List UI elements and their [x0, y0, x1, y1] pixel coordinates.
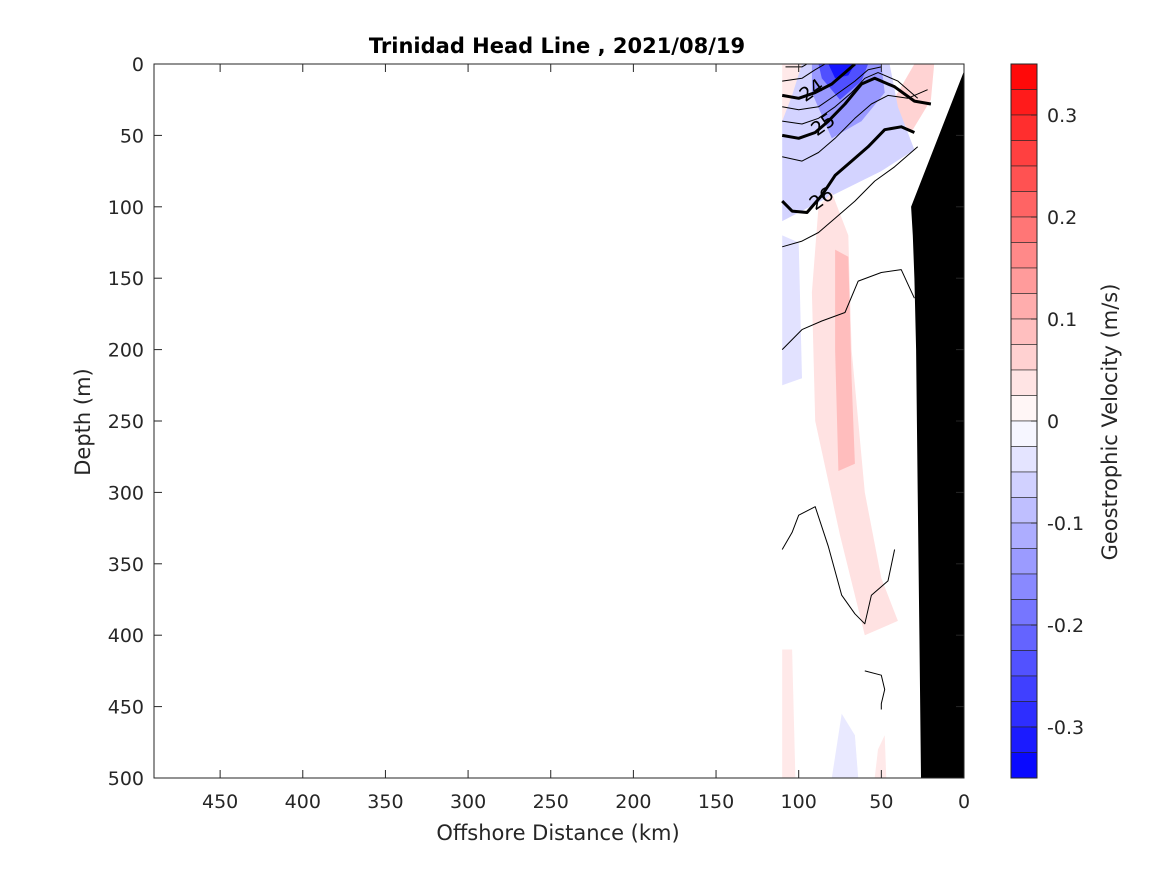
velocity-region	[835, 249, 855, 471]
velocity-region	[831, 713, 859, 778]
colorbar-tick-label: 0.1	[1047, 309, 1077, 331]
velocity-region	[828, 64, 855, 79]
velocity-region	[782, 235, 802, 386]
density-contour	[781, 64, 856, 100]
velocity-region	[782, 649, 796, 778]
y-tick-label: 200	[108, 340, 144, 362]
colorbar-step	[1010, 165, 1038, 192]
colorbar-step	[1010, 420, 1038, 447]
density-contour	[864, 670, 886, 710]
y-tick-label: 0	[132, 54, 144, 76]
x-tick-label: 100	[781, 791, 817, 813]
x-axis-title: Offshore Distance (km)	[436, 821, 679, 845]
colorbar-step	[1010, 752, 1038, 779]
density-contour	[785, 64, 808, 68]
colorbar-step	[1010, 114, 1038, 141]
x-tick-label: 50	[869, 791, 893, 813]
colorbar-step	[1010, 650, 1038, 677]
x-tick-label: 350	[367, 791, 403, 813]
y-tick-label: 350	[108, 554, 144, 576]
colorbar-step	[1010, 701, 1038, 728]
colorbar-step	[1010, 63, 1038, 90]
colorbar-tick-label: -0.3	[1047, 717, 1084, 739]
y-axis-title: Depth (m)	[71, 368, 95, 475]
density-contour	[782, 64, 826, 82]
colorbar-tick-label: -0.1	[1047, 513, 1084, 535]
velocity-region	[811, 192, 898, 636]
colorbar-title: Geostrophic Velocity (m/s)	[1098, 284, 1122, 561]
x-tick-label: 0	[958, 791, 970, 813]
y-tick-label: 450	[108, 697, 144, 719]
colorbar-step	[1010, 140, 1038, 167]
density-contour	[781, 506, 896, 625]
colorbar-step	[1010, 726, 1038, 753]
colorbar-step	[1010, 344, 1038, 371]
colorbar-step	[1010, 318, 1038, 345]
colorbar-tick-label: -0.2	[1047, 615, 1084, 637]
density-contour	[781, 125, 915, 214]
colorbar-tick-label: 0.2	[1047, 207, 1077, 229]
y-tick-label: 150	[108, 268, 144, 290]
x-tick-label: 150	[698, 791, 734, 813]
density-contour	[781, 269, 915, 350]
colorbar-step	[1010, 369, 1038, 396]
density-contour	[782, 146, 919, 248]
colorbar-step	[1010, 446, 1038, 473]
colorbar-step	[1010, 267, 1038, 294]
bathymetry-shelf	[911, 64, 964, 778]
colorbar-step	[1010, 624, 1038, 651]
density-contour	[782, 72, 919, 125]
density-contour	[782, 89, 928, 162]
colorbar-step	[1010, 675, 1038, 702]
x-tick-label: 250	[533, 791, 569, 813]
velocity-region	[818, 64, 869, 100]
colorbar-step	[1010, 497, 1038, 524]
density-contour	[781, 76, 932, 140]
y-tick-label: 500	[108, 768, 144, 790]
colorbar-step	[1010, 573, 1038, 600]
y-tick-label: 300	[108, 482, 144, 504]
colorbar-step	[1010, 522, 1038, 549]
colorbar-step	[1010, 471, 1038, 498]
colorbar-tick-label: 0.3	[1047, 105, 1077, 127]
colorbar-step	[1010, 216, 1038, 243]
colorbar-tick-label: 0	[1047, 411, 1059, 433]
x-tick-label: 300	[450, 791, 486, 813]
y-tick-label: 50	[120, 125, 144, 147]
chart-title: Trinidad Head Line , 2021/08/19	[369, 34, 745, 58]
density-contour	[782, 66, 882, 111]
x-tick-label: 450	[202, 791, 238, 813]
velocity-region	[874, 735, 887, 778]
colorbar-step	[1010, 89, 1038, 116]
y-tick-label: 100	[108, 197, 144, 219]
colorbar-step	[1010, 191, 1038, 218]
x-tick-label: 400	[285, 791, 321, 813]
colorbar: 0.3 0.2 0.1 0 -0.1 -0.2 -0.3	[1010, 63, 1084, 779]
colorbar-step	[1010, 599, 1038, 626]
colorbar-step	[1010, 293, 1038, 320]
colorbar-step	[1010, 242, 1038, 269]
velocity-region	[782, 64, 915, 222]
y-tick-label: 250	[108, 411, 144, 433]
axes: 450 400 350 300 250 200 150 100 50 00501001502002…	[108, 54, 970, 813]
y-tick-label: 400	[108, 625, 144, 647]
colorbar-step	[1010, 395, 1038, 422]
colorbar-step	[1010, 548, 1038, 575]
x-tick-label: 200	[615, 791, 651, 813]
